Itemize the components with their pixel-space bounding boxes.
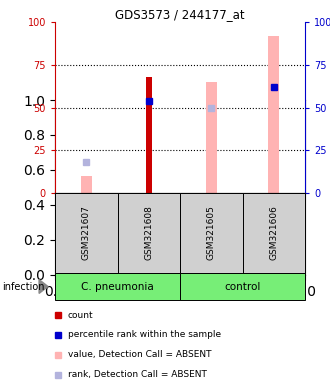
Text: value, Detection Call = ABSENT: value, Detection Call = ABSENT <box>68 351 212 359</box>
Bar <box>180 193 243 273</box>
Bar <box>268 36 280 193</box>
Polygon shape <box>39 280 48 293</box>
Text: rank, Detection Call = ABSENT: rank, Detection Call = ABSENT <box>68 371 207 379</box>
Text: control: control <box>224 281 261 291</box>
Bar <box>146 77 152 193</box>
Text: GSM321606: GSM321606 <box>269 205 278 260</box>
Bar <box>206 82 217 193</box>
Bar <box>180 273 305 300</box>
Title: GDS3573 / 244177_at: GDS3573 / 244177_at <box>115 8 245 21</box>
Text: GSM321608: GSM321608 <box>144 205 153 260</box>
Bar <box>55 193 117 273</box>
Text: infection: infection <box>2 281 45 291</box>
Text: C. pneumonia: C. pneumonia <box>81 281 154 291</box>
Text: GSM321607: GSM321607 <box>82 205 91 260</box>
Bar <box>117 193 180 273</box>
Bar <box>55 273 180 300</box>
Bar <box>81 176 92 193</box>
Bar <box>243 193 305 273</box>
Text: count: count <box>68 311 94 319</box>
Text: percentile rank within the sample: percentile rank within the sample <box>68 331 221 339</box>
Text: GSM321605: GSM321605 <box>207 205 216 260</box>
